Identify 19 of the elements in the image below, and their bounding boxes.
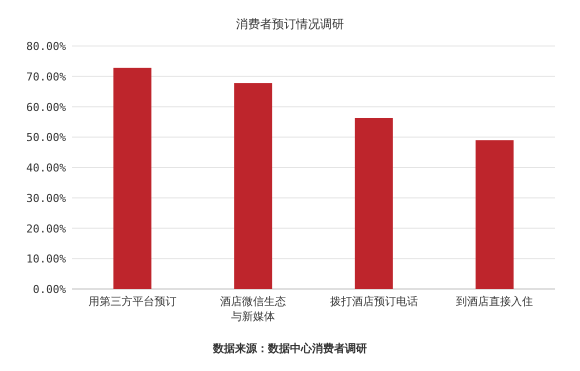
y-tick-label: 30.00% — [26, 192, 66, 205]
y-tick-label: 70.00% — [26, 70, 66, 84]
bar — [234, 83, 272, 289]
bar — [476, 140, 514, 289]
x-tick-label: 拨打酒店预订电话 — [330, 295, 418, 308]
y-tick-label: 40.00% — [26, 162, 66, 174]
x-tick-label: 酒店微信生态与新媒体 — [220, 295, 286, 323]
y-tick-label: 10.00% — [26, 252, 66, 266]
y-tick-label: 0.00% — [32, 283, 66, 296]
y-tick-label: 80.00% — [26, 40, 66, 53]
chart-title: 消费者预订情况调研 — [236, 17, 344, 31]
x-tick-label: 用第三方平台预订 — [88, 295, 176, 308]
y-tick-label: 50.00% — [26, 131, 66, 144]
y-tick-label: 60.00% — [26, 100, 66, 114]
y-tick-label: 20.00% — [26, 222, 66, 236]
x-tick-label: 到酒店直接入住 — [456, 295, 534, 308]
bar — [354, 118, 393, 289]
bar — [113, 68, 152, 289]
source-note: 数据来源：数据中心消费者调研 — [212, 342, 367, 355]
